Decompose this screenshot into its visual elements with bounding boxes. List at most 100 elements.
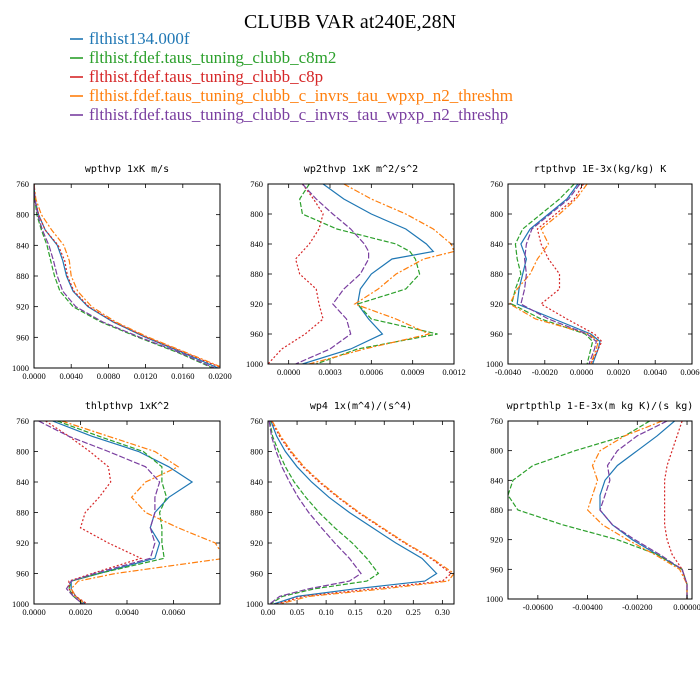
y-tick-label: 840 (250, 239, 263, 249)
panel: wpthvp 1xK m/s76080084088092096010000.00… (12, 164, 232, 381)
panel: rtpthvp 1E-3x(kg/kg) K 760 800 840 880 920 960… (486, 164, 700, 377)
y-tick-label: 800 (490, 209, 503, 219)
x-tick-label: 0.0040 (644, 367, 667, 377)
panel: wp4 1x(m^4)/(s^4)76080084088092096010000… (246, 401, 455, 617)
x-tick-label: -0.0040 (495, 367, 521, 377)
series-line (302, 184, 435, 364)
x-tick-label: 0.0000 (570, 367, 593, 377)
series-group (34, 184, 220, 368)
series-line (586, 421, 688, 599)
x-tick-label: 0.0012 (442, 367, 465, 377)
y-tick-label: 760 (250, 416, 263, 426)
plot-frame (267, 183, 455, 365)
series-line (309, 184, 454, 364)
x-tick-label: 0.0020 (69, 607, 92, 617)
x-tick-label: 0.15 (348, 607, 363, 617)
series-line (536, 184, 603, 364)
panel-title: wp4 1x(m^4)/(s^4) (310, 401, 412, 412)
x-tick-label: 0.25 (406, 607, 421, 617)
legend-label: flthist.fdef.taus_tuning_clubb_c_invrs_t… (89, 86, 513, 105)
y-tick-label: 760 (16, 416, 29, 426)
y-tick-label: 920 (250, 538, 263, 548)
series-line (508, 421, 688, 599)
x-tick-label: 0.0000 (22, 371, 45, 381)
y-tick-label: 960 (16, 332, 29, 342)
y-tick-label: 760 (16, 179, 29, 189)
panel-title: wprtpthlp 1-E-3x(m kg K)/(s kg) (507, 401, 694, 412)
series-line (34, 184, 213, 368)
y-tick-label: 840 (16, 477, 29, 487)
legend-item: flthist.fdef.taus_tuning_clubb_c8m2 (70, 48, 336, 67)
series-group (509, 184, 603, 364)
plot-frame (267, 420, 455, 605)
x-tick-label: 0.00 (261, 607, 276, 617)
y-tick-label: 760 (250, 179, 263, 189)
x-tick-label: 0.30 (435, 607, 450, 617)
x-tick-label: 0.0040 (60, 371, 83, 381)
x-tick-label: 0.0003 (318, 367, 341, 377)
x-tick-label: 0.0080 (97, 371, 120, 381)
y-tick-label: 880 (250, 508, 263, 518)
series-line (271, 421, 454, 604)
x-tick-label: 0.05 (290, 607, 305, 617)
x-tick-label: 0.0040 (115, 607, 138, 617)
x-tick-label: -0.00600 (523, 602, 553, 612)
y-tick-label: 840 (490, 239, 503, 249)
series-line (269, 421, 380, 604)
series-line (57, 421, 168, 604)
x-tick-label: 0.10 (319, 607, 334, 617)
legend-label: flthist.fdef.taus_tuning_clubb_c8m2 (89, 48, 336, 67)
x-tick-label: -0.0020 (532, 367, 558, 377)
panel-title: rtpthvp 1E-3x(kg/kg) K (534, 164, 666, 175)
series-line (34, 184, 215, 368)
x-tick-label: -0.00400 (572, 602, 602, 612)
y-tick-label: 880 (490, 505, 503, 515)
series-line (520, 184, 597, 364)
y-tick-label: 920 (250, 299, 263, 309)
y-tick-label: 960 (490, 329, 503, 339)
y-tick-label: 800 (16, 210, 29, 220)
y-tick-label: 800 (16, 447, 29, 457)
series-line (38, 421, 161, 604)
x-tick-label: 0.0006 (360, 367, 383, 377)
y-tick-label: 920 (16, 538, 29, 548)
series-line (34, 184, 220, 368)
y-tick-label: 960 (250, 329, 263, 339)
series-line (52, 421, 194, 604)
y-tick-label: 880 (250, 269, 263, 279)
y-tick-label: 1000 (486, 359, 503, 369)
x-tick-label: 0.0060 (162, 607, 185, 617)
series-line (270, 421, 453, 604)
y-tick-label: 760 (490, 179, 503, 189)
panel-title: thlpthvp 1xK^2 (85, 401, 169, 412)
y-tick-label: 1000 (12, 363, 29, 373)
y-tick-label: 960 (490, 564, 503, 574)
y-tick-label: 760 (490, 416, 503, 426)
series-line (268, 421, 362, 604)
y-tick-label: 880 (16, 508, 29, 518)
panel-grid: wpthvp 1xK m/s76080084088092096010000.00… (12, 164, 700, 617)
x-tick-label: 0.0120 (134, 371, 157, 381)
series-line (268, 184, 324, 364)
legend-label: flthist.fdef.taus_tuning_clubb_c8p (89, 67, 323, 86)
panel: wp2thvp 1xK m^2/s^2 760 800 840 880 920 960 100… (246, 164, 466, 377)
y-tick-label: 840 (16, 240, 29, 250)
series-line (45, 421, 143, 604)
y-tick-label: 1000 (486, 594, 503, 604)
y-tick-label: 920 (490, 535, 503, 545)
series-group (268, 421, 454, 604)
legend: flthist134.000fflthist.fdef.taus_tuning_… (70, 29, 513, 124)
x-tick-label: 0.0200 (208, 371, 231, 381)
legend-label: flthist.fdef.taus_tuning_clubb_c_invrs_t… (89, 105, 508, 124)
series-line (295, 184, 370, 364)
y-tick-label: 1000 (246, 359, 263, 369)
series-group (508, 421, 688, 599)
legend-item: flthist134.000f (70, 29, 190, 48)
y-tick-label: 800 (250, 447, 263, 457)
legend-item: flthist.fdef.taus_tuning_clubb_c_invrs_t… (70, 105, 508, 124)
x-tick-label: 0.0160 (171, 371, 194, 381)
x-tick-label: -0.00200 (622, 602, 652, 612)
x-tick-label: 0.0000 (277, 367, 300, 377)
series-line (299, 184, 438, 364)
y-tick-label: 920 (16, 302, 29, 312)
